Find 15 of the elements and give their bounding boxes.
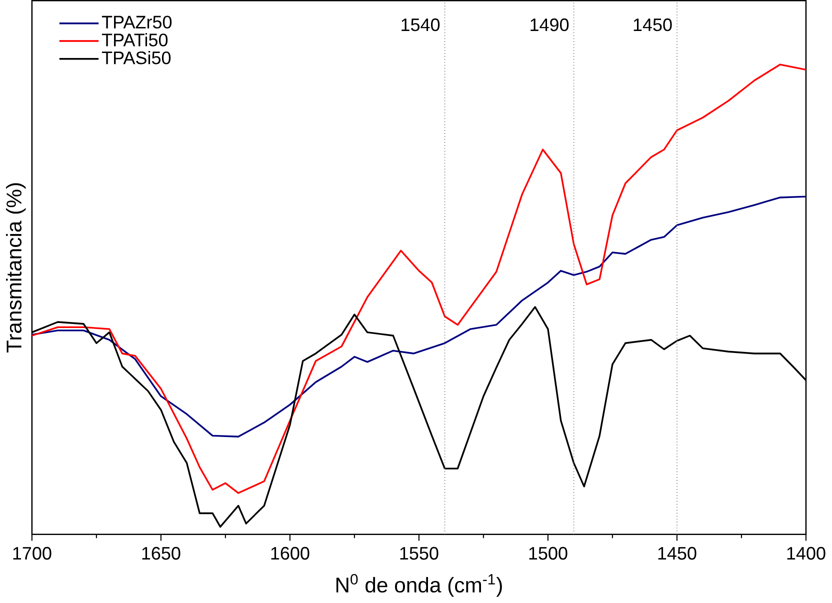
- ref-line-label: 1490: [530, 18, 569, 32]
- x-axis-title: N$^{0}$ de onda (cm$^{-1}$): [336, 574, 502, 597]
- x-tick-label: 1600: [271, 547, 310, 560]
- legend-label: TPASi50: [102, 51, 171, 64]
- legend-label: TPATi50: [102, 33, 168, 47]
- ref-line-label: 1540: [402, 18, 440, 32]
- x-tick-label: 1700: [13, 547, 52, 560]
- legend-label: TPAZr50: [102, 16, 172, 29]
- x-tick-label: 1550: [400, 547, 438, 560]
- y-axis-title: Transmitancia (%): [6, 183, 26, 353]
- x-tick-label: 1500: [529, 547, 568, 560]
- ref-line-label: 1450: [634, 18, 672, 32]
- x-tick-label: 1650: [142, 547, 180, 560]
- x-tick-label: 1450: [658, 547, 696, 560]
- x-tick-label: 1400: [787, 547, 826, 560]
